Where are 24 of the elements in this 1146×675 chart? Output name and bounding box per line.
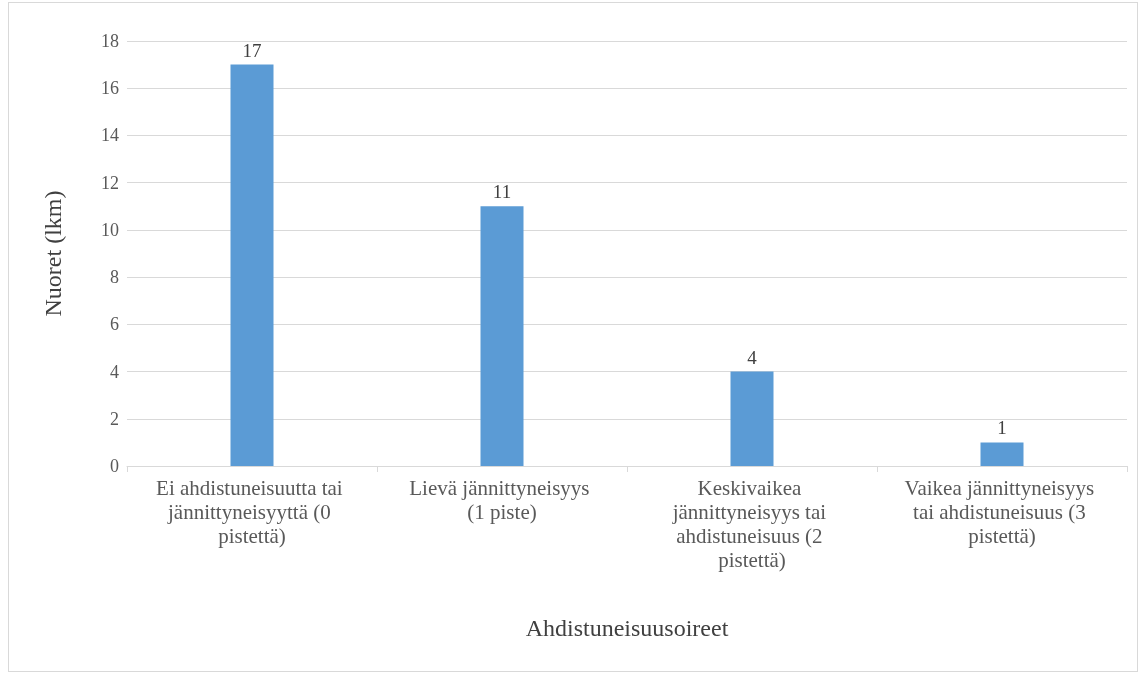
y-tick-label: 2 (110, 408, 119, 429)
y-tick-label: 14 (101, 125, 119, 146)
y-tick-label: 8 (110, 267, 119, 288)
y-tick-label: 4 (110, 361, 119, 382)
bar (730, 371, 774, 466)
x-tick-label: Ei ahdistuneisuutta tai jännittyneisyyttä (0 pistettä) (156, 476, 348, 548)
x-tick-label: Lievä jännittyneisyys (1 piste) (409, 476, 595, 524)
y-tick-label: 6 (110, 314, 119, 335)
x-tick-label: Vaikea jännittyneisyys tai ahdistuneisuus (3 pistettä) (904, 476, 1100, 548)
y-tick-label: 10 (101, 219, 119, 240)
bar (480, 206, 524, 466)
bar (230, 64, 274, 466)
y-axis-title: Nuoret (lkm) (40, 190, 66, 317)
data-label: 17 (242, 39, 262, 61)
data-label: 4 (747, 346, 758, 368)
y-tick-label: 16 (101, 78, 119, 99)
y-tick-label: 12 (101, 172, 119, 193)
x-tick-label: Keskivaikea jännittyneisyys tai ahdistuneisuus (2 pistettä) (671, 476, 832, 572)
x-axis-title: Ahdistuneisuusoireet (525, 615, 729, 641)
data-label: 11 (492, 181, 512, 203)
y-tick-label: 0 (110, 456, 119, 476)
bar (980, 442, 1024, 466)
data-label: 1 (997, 417, 1007, 439)
y-tick-label: 18 (101, 31, 119, 51)
